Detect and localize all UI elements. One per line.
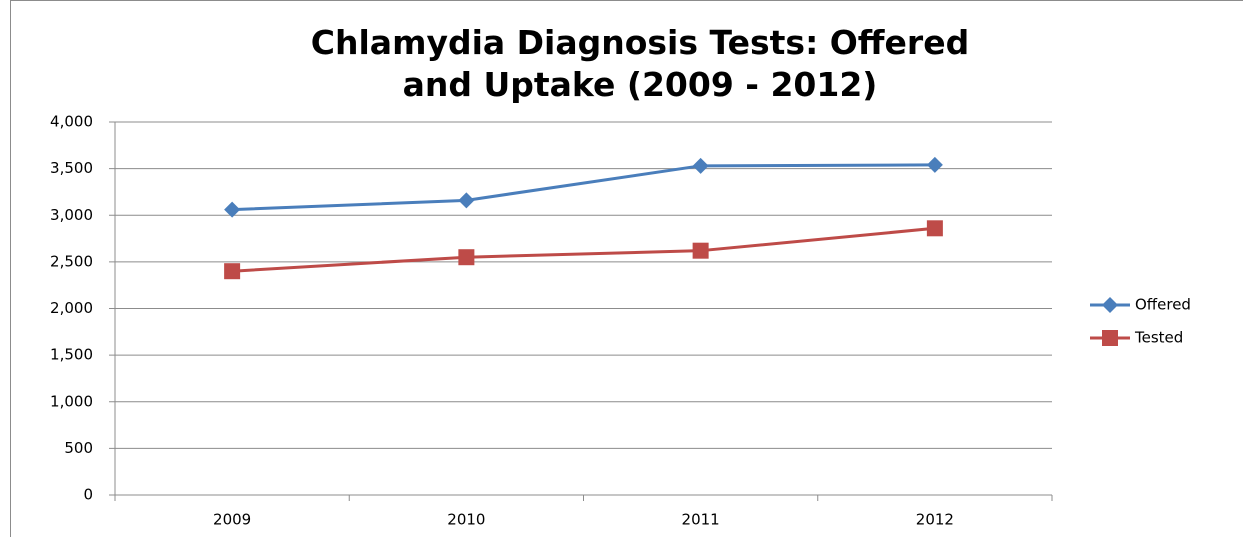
x-tick-label: 2011 — [682, 511, 720, 529]
series-line — [232, 163, 935, 212]
data-point — [926, 220, 943, 237]
legend-marker — [1102, 297, 1118, 313]
y-tick-label: 0 — [83, 486, 93, 504]
legend-label: Tested — [1134, 329, 1183, 347]
data-point — [458, 249, 475, 266]
data-point — [692, 157, 709, 174]
x-tick-label: 2010 — [447, 511, 485, 529]
data-point — [224, 263, 241, 280]
y-tick-label: 1,500 — [50, 346, 93, 364]
data-point — [692, 242, 709, 259]
chart-title: Chlamydia Diagnosis Tests: Offered and U… — [310, 23, 970, 104]
y-tick-label: 2,000 — [50, 299, 93, 317]
y-tick-label: 1,000 — [50, 392, 93, 410]
x-tick-label: 2009 — [213, 511, 251, 529]
data-point — [224, 201, 241, 218]
y-tick-label: 3,000 — [50, 206, 93, 224]
y-tick-label: 500 — [64, 439, 93, 457]
series-line — [232, 226, 936, 273]
x-tick-label: 2012 — [916, 511, 954, 529]
legend-marker — [1102, 330, 1118, 346]
data-point — [926, 156, 943, 173]
data-point — [458, 192, 475, 209]
y-tick-label: 4,000 — [50, 113, 93, 131]
legend-label: Offered — [1135, 296, 1191, 314]
y-tick-label: 2,500 — [50, 252, 93, 270]
y-tick-label: 3,500 — [50, 159, 93, 177]
chart-border — [10, 0, 1243, 537]
